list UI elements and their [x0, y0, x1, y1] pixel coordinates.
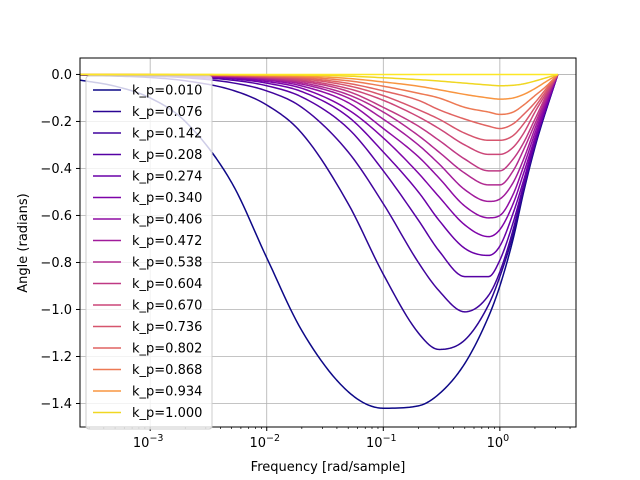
- x-tick-exponent: −2: [266, 433, 280, 444]
- y-axis: 0.0 −0.2 −0.4 −0.6 −0.8 −1.0 −1.2 −1.4: [40, 68, 80, 412]
- x-tick-label: 10−3: [133, 433, 164, 451]
- legend-label: k_p=0.868: [132, 363, 202, 378]
- legend-label: k_p=0.274: [132, 170, 202, 185]
- legend-label: k_p=0.076: [132, 105, 202, 120]
- legend-label: k_p=0.670: [132, 299, 202, 314]
- axes-frame: [79, 57, 577, 428]
- legend-label: k_p=0.472: [132, 234, 202, 249]
- y-tick-label: −0.6: [40, 209, 72, 224]
- y-tick-label: −0.8: [40, 256, 72, 271]
- legend-label: k_p=1.000: [132, 406, 202, 421]
- x-tick-base: 10: [366, 436, 383, 451]
- x-tick-exponent: −1: [383, 433, 397, 444]
- y-tick-label: −1.2: [40, 350, 72, 365]
- legend-label: k_p=0.340: [132, 191, 202, 206]
- legend-box: [85, 75, 213, 430]
- legend-label: k_p=0.802: [132, 342, 202, 357]
- x-tick-label: 10−2: [249, 433, 280, 451]
- legend-label: k_p=0.604: [132, 277, 202, 292]
- y-tick-label: −1.0: [40, 303, 72, 318]
- legend-label: k_p=0.736: [132, 320, 202, 335]
- x-axis-label: Frequency [rad/sample]: [251, 460, 406, 475]
- x-tick-base: 10: [487, 436, 504, 451]
- legend-label: k_p=0.208: [132, 148, 202, 163]
- x-tick-base: 10: [249, 436, 266, 451]
- y-tick-label: −0.4: [40, 162, 72, 177]
- x-axis: 10−3 10−2 10−1 100: [88, 427, 571, 451]
- legend-label: k_p=0.538: [132, 256, 202, 271]
- x-tick-exponent: 0: [503, 433, 509, 444]
- x-tick-exponent: −3: [149, 433, 163, 444]
- legend-label: k_p=0.142: [132, 127, 202, 142]
- x-tick-base: 10: [133, 436, 150, 451]
- x-tick-label: 100: [487, 433, 510, 451]
- y-axis-label: Angle (radians): [16, 193, 31, 292]
- legend-label: k_p=0.010: [132, 84, 202, 99]
- legend-label: k_p=0.406: [132, 213, 202, 228]
- legend-label: k_p=0.934: [132, 385, 202, 400]
- y-tick-label: −1.4: [40, 397, 72, 412]
- y-tick-label: 0.0: [51, 68, 72, 83]
- x-tick-label: 10−1: [366, 433, 397, 451]
- legend: k_p=0.010 k_p=0.076 k_p=0.142 k_p=0.208 k_p=…: [85, 75, 213, 430]
- y-tick-label: −0.2: [40, 115, 72, 130]
